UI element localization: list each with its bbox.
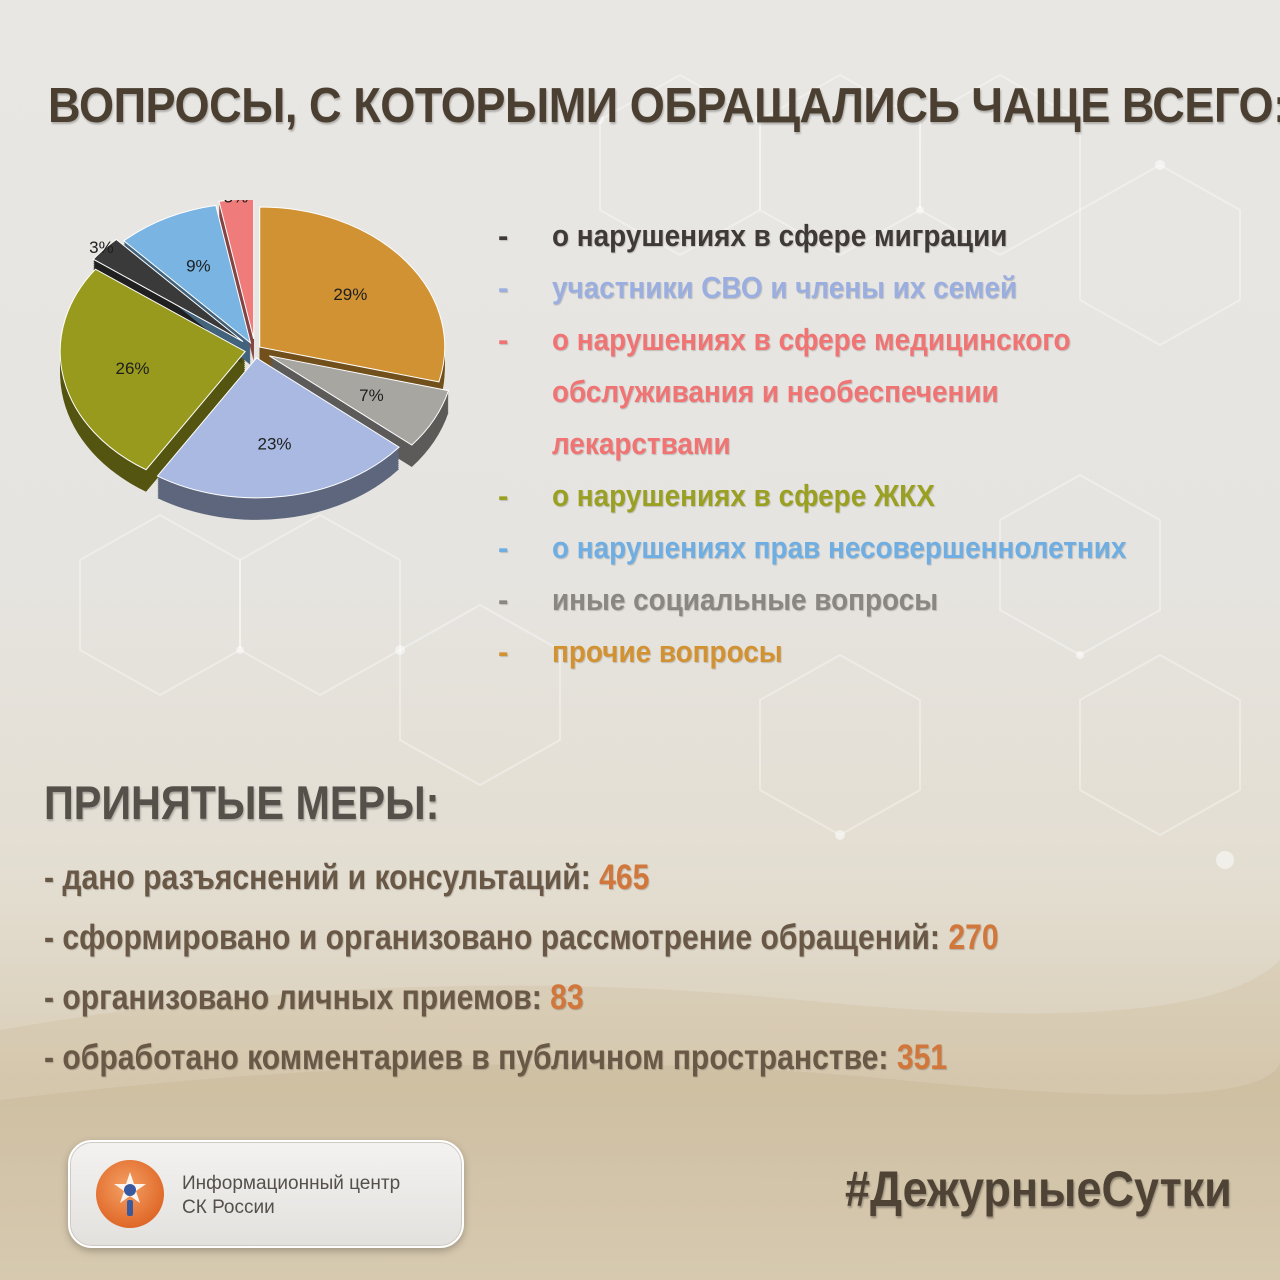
- pie-slice: [268, 355, 450, 446]
- pie-slice: [59, 268, 246, 471]
- legend-label: о нарушениях в сфере ЖКХ: [552, 478, 935, 513]
- legend-item-minors: - о нарушениях прав несовершеннолетних: [490, 522, 1250, 574]
- legend-label: о нарушениях в сфере медицинского: [552, 322, 1071, 357]
- measure-item: - дано разъяснений и консультаций: 465: [44, 848, 999, 908]
- measure-label: - дано разъяснений и консультаций:: [44, 858, 591, 897]
- legend-item-medical: - о нарушениях в сфере медицинского: [490, 314, 1250, 366]
- pie-slice: [122, 204, 252, 345]
- legend-dash: -: [498, 530, 509, 565]
- legend-label: о нарушениях в сфере миграции: [552, 218, 1008, 253]
- pie-slice: [92, 238, 244, 342]
- pie-label: 23%: [257, 435, 291, 454]
- legend-item-svo: - участники СВО и члены их семей: [490, 262, 1250, 314]
- legend-label: о нарушениях прав несовершеннолетних: [552, 530, 1127, 565]
- pie-chart: 29% 7% 23% 26% 3% 9% 3%: [59, 200, 450, 520]
- legend-item-medical-cont: обслуживания и необеспечении: [490, 366, 1250, 418]
- legend-item-social: - иные социальные вопросы: [490, 574, 1250, 626]
- measure-item: - организовано личных приемов: 83: [44, 968, 999, 1028]
- legend-item-housing: - о нарушениях в сфере ЖКХ: [490, 470, 1250, 522]
- measures-list: - дано разъяснений и консультаций: 465 -…: [44, 848, 1154, 1088]
- measure-value: 270: [948, 918, 999, 957]
- legend-dash: -: [498, 218, 509, 253]
- measure-value: 83: [550, 978, 584, 1017]
- measure-label: - обработано комментариев в публичном пр…: [44, 1038, 889, 1077]
- pie-slice: [156, 357, 400, 499]
- measure-item: - сформировано и организовано рассмотрен…: [44, 908, 999, 968]
- pie-label: 9%: [186, 257, 211, 276]
- legend-label: обслуживания и необеспечении: [552, 374, 999, 409]
- pie-label: 3%: [89, 238, 114, 257]
- legend-label: прочие вопросы: [552, 634, 783, 669]
- legend-label: лекарствами: [552, 426, 731, 461]
- measure-value: 465: [599, 858, 650, 897]
- legend-dash: -: [498, 582, 509, 617]
- badge-line1: Информационный центр: [182, 1173, 401, 1194]
- measures-title: ПРИНЯТЫЕ МЕРЫ:: [44, 776, 440, 829]
- badge-text: Информационный центр СК России: [182, 1172, 400, 1220]
- legend-label: участники СВО и члены их семей: [552, 270, 1018, 305]
- legend-dash: -: [498, 478, 509, 513]
- pie-label: 29%: [333, 285, 367, 304]
- page-title: ВОПРОСЫ, С КОТОРЫМИ ОБРАЩАЛИСЬ ЧАЩЕ ВСЕГ…: [48, 79, 1280, 133]
- emblem-icon: [96, 1160, 164, 1228]
- chart-legend: - о нарушениях в сфере миграции - участник…: [490, 210, 1250, 678]
- measure-value: 351: [896, 1038, 948, 1077]
- hashtag: #ДежурныеСутки: [845, 1161, 1232, 1217]
- measure-item: - обработано комментариев в публичном пр…: [44, 1028, 999, 1088]
- pie-label: 7%: [359, 386, 384, 405]
- legend-label: иные социальные вопросы: [552, 582, 939, 617]
- measure-label: - сформировано и организовано рассмотрен…: [44, 918, 940, 957]
- legend-item-migration: - о нарушениях в сфере миграции: [490, 210, 1250, 262]
- pie-label: 3%: [224, 200, 249, 207]
- legend-dash: -: [498, 634, 509, 669]
- legend-dash: -: [498, 270, 509, 305]
- badge-line2: СК России: [182, 1197, 275, 1218]
- info-center-badge: Информационный центр СК России: [68, 1140, 464, 1248]
- measure-label: - организовано личных приемов:: [44, 978, 542, 1017]
- legend-dash: -: [498, 322, 509, 357]
- legend-item-other: - прочие вопросы: [490, 626, 1250, 678]
- pie-slice: [218, 200, 255, 339]
- pie-label: 26%: [115, 359, 149, 378]
- pie-slice: [259, 206, 446, 383]
- legend-item-medical-cont: лекарствами: [490, 418, 1250, 470]
